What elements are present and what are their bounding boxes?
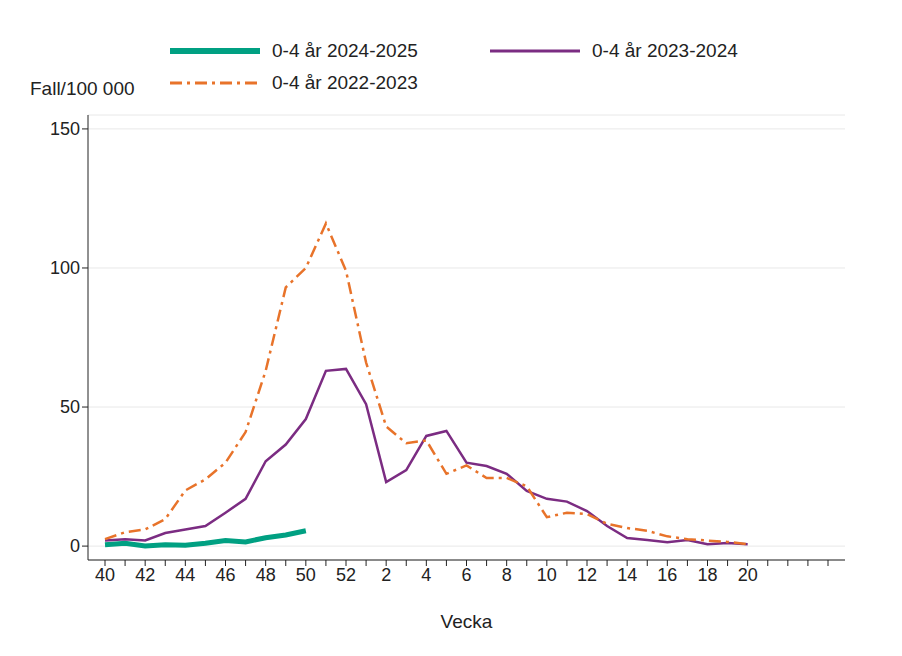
svg-text:8: 8 (502, 565, 512, 585)
svg-text:0: 0 (70, 536, 80, 556)
html-text:Fall/100 000: Fall/100 000 (30, 78, 135, 99)
svg-text:12: 12 (577, 565, 597, 585)
svg-text:18: 18 (697, 565, 717, 585)
svg-text:44: 44 (175, 565, 195, 585)
svg-text:2: 2 (381, 565, 391, 585)
svg-text:46: 46 (215, 565, 235, 585)
svg-text:10: 10 (537, 565, 557, 585)
svg-text:52: 52 (336, 565, 356, 585)
svg-text:16: 16 (657, 565, 677, 585)
svg-text:50: 50 (60, 397, 80, 417)
html-text:0-4 år 2024-2025: 0-4 år 2024-2025 (272, 40, 418, 61)
html-text:0-4 år 2022-2023: 0-4 år 2022-2023 (272, 72, 418, 93)
svg-text:100: 100 (50, 258, 80, 278)
svg-text:20: 20 (738, 565, 758, 585)
svg-text:6: 6 (461, 565, 471, 585)
svg-text:40: 40 (95, 565, 115, 585)
svg-text:150: 150 (50, 119, 80, 139)
svg-text:42: 42 (135, 565, 155, 585)
html-text:0-4 år 2023-2024: 0-4 år 2023-2024 (592, 40, 738, 61)
svg-text:48: 48 (256, 565, 276, 585)
svg-text:14: 14 (617, 565, 637, 585)
svg-text:50: 50 (296, 565, 316, 585)
svg-text:Vecka: Vecka (441, 611, 493, 632)
svg-text:4: 4 (421, 565, 431, 585)
